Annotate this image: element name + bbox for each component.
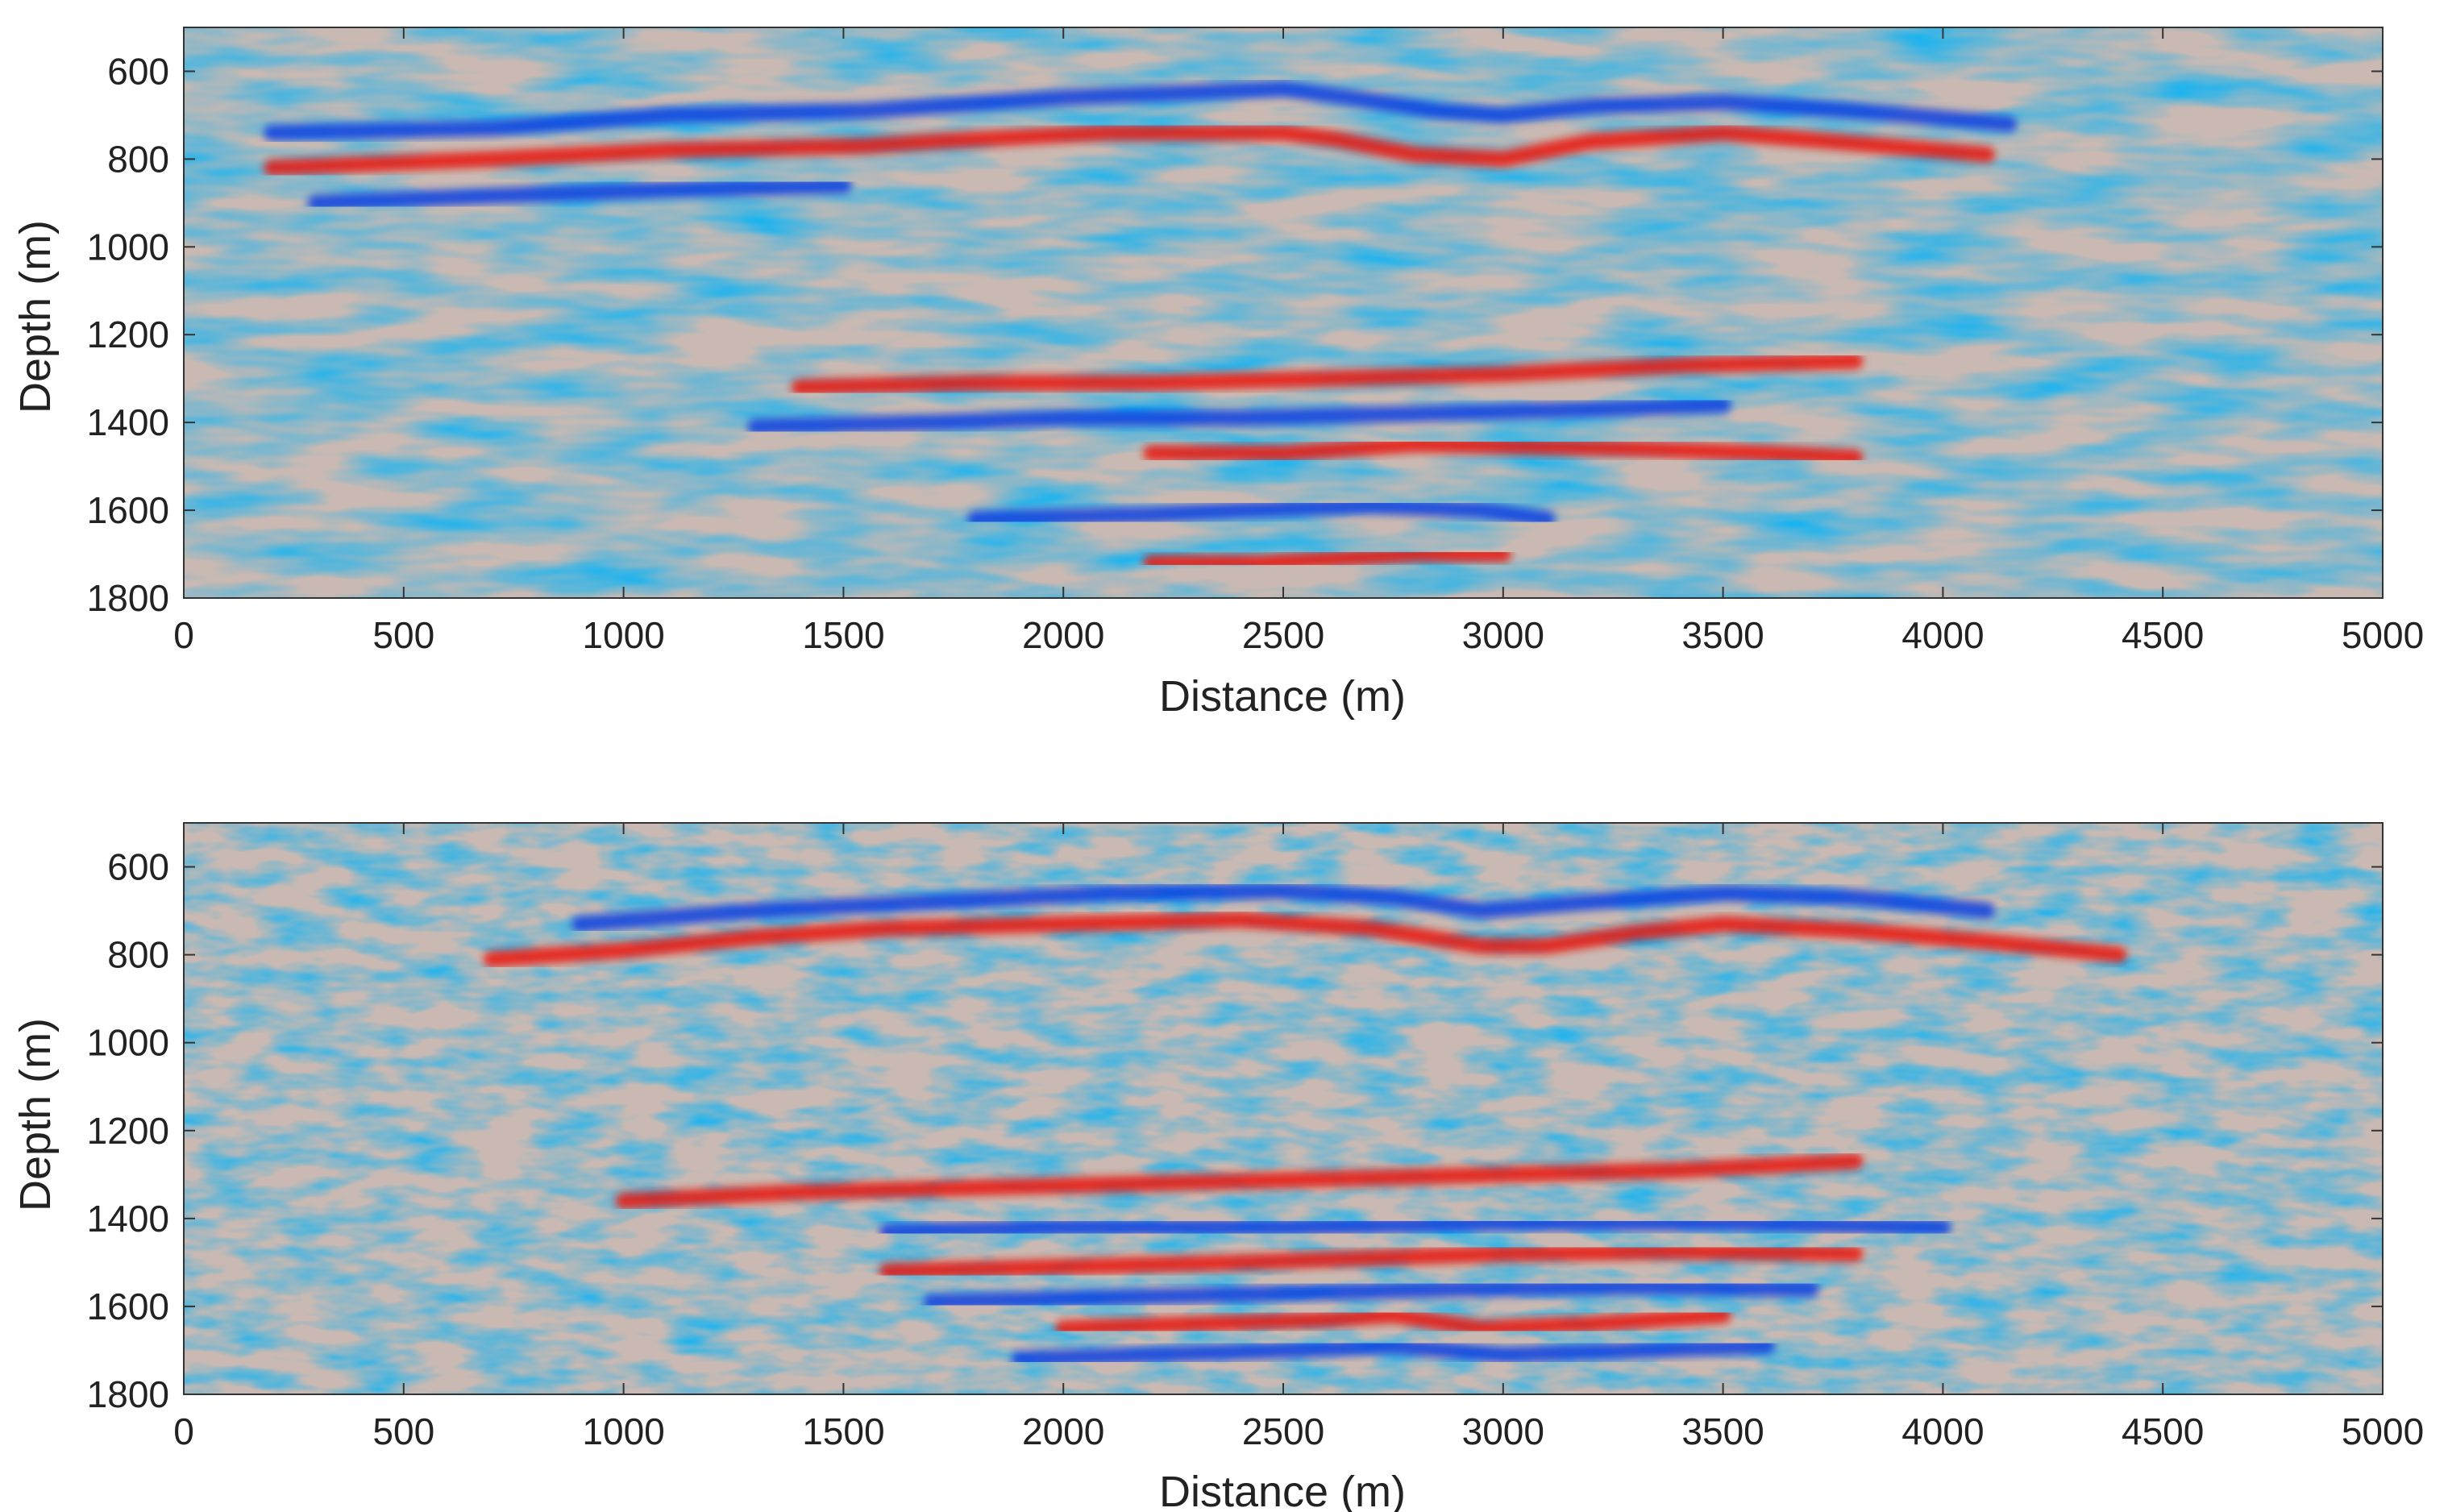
x-tick-label: 4000 — [1901, 1410, 1984, 1452]
reflector-negative-1 — [264, 81, 2018, 141]
reflector-negative-6 — [967, 497, 1556, 527]
x-tick-label: 5000 — [2342, 1410, 2424, 1452]
y-tick-label: 1400 — [87, 401, 169, 443]
y-tick-label: 1000 — [87, 226, 169, 268]
x-axis-label: Distance (m) — [1159, 672, 1406, 721]
y-tick-label: 1200 — [87, 1110, 169, 1152]
x-tick-label: 1000 — [582, 1410, 664, 1452]
y-tick-label: 1200 — [87, 314, 169, 355]
x-tick-label: 3000 — [1462, 614, 1544, 656]
x-tick-label: 2000 — [1022, 614, 1104, 656]
reflector-positive-0 — [264, 124, 1995, 177]
x-tick-label: 500 — [372, 614, 434, 656]
y-tick-label: 600 — [107, 50, 169, 92]
x-tick-label: 2500 — [1242, 614, 1324, 656]
reflector-negative-4 — [879, 1215, 1951, 1240]
x-tick-label: 4000 — [1901, 614, 1984, 656]
reflector-positive-7 — [1143, 546, 1511, 571]
x-tick-label: 0 — [173, 614, 194, 656]
reflector-positive-5 — [1143, 436, 1864, 466]
y-tick-label: 800 — [107, 934, 169, 976]
reflector-negative-2 — [307, 177, 852, 211]
x-tick-label: 3000 — [1462, 1410, 1544, 1452]
reflector-positive-2 — [615, 1153, 1864, 1209]
y-tick-label: 1800 — [87, 577, 169, 619]
x-tick-label: 1500 — [802, 1410, 884, 1452]
x-tick-label: 3500 — [1681, 1410, 1764, 1452]
x-tick-label: 500 — [372, 1410, 434, 1452]
y-tick-label: 1600 — [87, 489, 169, 531]
reflector-positive-0 — [483, 912, 2127, 968]
reflector-positive-3 — [791, 352, 1864, 396]
x-tick-label: 1000 — [582, 614, 664, 656]
x-tick-label: 2500 — [1242, 1410, 1324, 1452]
y-tick-label: 1600 — [87, 1286, 169, 1327]
image-texture — [184, 823, 2383, 1394]
reflector-negative-1 — [571, 883, 1995, 933]
reflector-negative-5 — [923, 1278, 1819, 1311]
y-axis-label: Depth (m) — [11, 220, 60, 413]
seismic-image — [184, 27, 2383, 598]
seismic-panel-top: Depth (m) Distance (m) 0 500 1000 1500 2000 2… — [11, 27, 2424, 721]
reflector-positive-3 — [879, 1243, 1864, 1280]
x-axis-label: Distance (m) — [1159, 1468, 1406, 1512]
x-tick-label: 3500 — [1681, 614, 1764, 656]
x-tick-label: 1500 — [802, 614, 884, 656]
reflector-negative-4 — [747, 397, 1731, 435]
y-axis-label: Depth (m) — [11, 1018, 60, 1211]
y-tick-label: 800 — [107, 138, 169, 180]
reflector-negative-7 — [1011, 1338, 1776, 1368]
x-tick-label: 0 — [173, 1410, 194, 1452]
y-tick-label: 1400 — [87, 1198, 169, 1240]
x-tick-label: 4500 — [2122, 614, 2204, 656]
seismic-panel-bottom: Depth (m) Distance (m) 0 500 1000 1500 2000 2… — [11, 822, 2424, 1512]
y-tick-label: 1000 — [87, 1022, 169, 1064]
x-tick-label: 5000 — [2342, 614, 2424, 656]
y-tick-label: 1800 — [87, 1373, 169, 1415]
x-tick-label: 2000 — [1022, 1410, 1104, 1452]
x-tick-label: 4500 — [2122, 1410, 2204, 1452]
reflector-positive-6 — [1055, 1306, 1731, 1337]
seismic-image — [184, 823, 2383, 1394]
y-tick-label: 600 — [107, 846, 169, 888]
